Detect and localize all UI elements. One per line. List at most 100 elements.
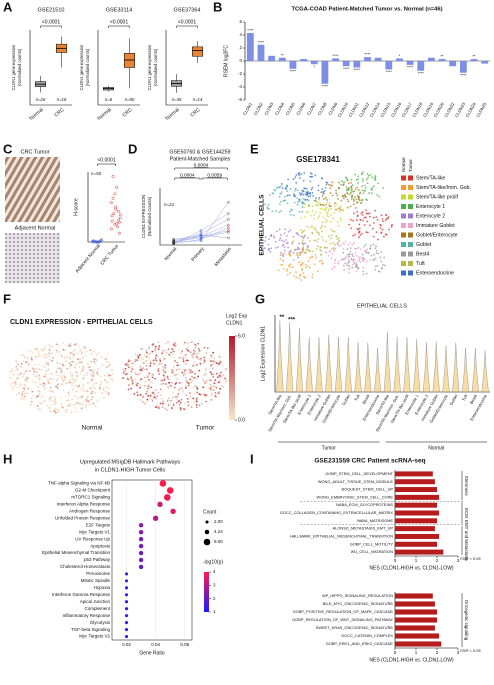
umap-point — [347, 256, 350, 258]
umap-point — [123, 370, 125, 372]
umap-point — [49, 378, 52, 380]
umap-point — [190, 369, 193, 372]
umap-point — [216, 392, 219, 395]
umap-point — [67, 399, 70, 402]
y-tick-label: Myc Targets V2 — [79, 634, 110, 639]
umap-point — [93, 387, 96, 389]
violin — [442, 345, 450, 393]
umap-point — [65, 409, 68, 412]
umap-point — [337, 198, 339, 200]
umap-point — [206, 347, 209, 350]
umap-point — [14, 381, 17, 384]
umap-point — [318, 231, 320, 234]
umap-point — [12, 382, 15, 385]
umap-point — [19, 382, 22, 384]
umap-point — [205, 380, 208, 382]
dot — [124, 579, 129, 583]
umap-point — [335, 208, 337, 211]
umap-point — [111, 380, 114, 383]
bar — [395, 479, 435, 485]
umap-point — [127, 366, 130, 369]
umap-point — [89, 369, 91, 371]
umap-point — [82, 383, 85, 386]
umap-point — [154, 377, 156, 380]
y-tick-label: Peroxisome — [86, 571, 110, 576]
umap-point — [352, 258, 355, 261]
umap-point — [153, 392, 156, 395]
umap-point — [68, 362, 71, 365]
umap-point — [347, 193, 349, 196]
umap-point — [327, 210, 330, 212]
umap-point — [361, 256, 364, 259]
umap-point — [317, 189, 320, 192]
umap-point — [34, 381, 37, 384]
patient-line — [173, 231, 229, 242]
umap-point — [220, 371, 223, 374]
point — [117, 231, 121, 235]
point — [226, 223, 230, 227]
umap-point — [368, 192, 370, 194]
y-tick-label: Epithelial Mesenchymal Transition — [42, 550, 111, 555]
tumor-image — [5, 157, 60, 222]
umap-point — [361, 219, 364, 222]
umap-point — [71, 398, 74, 401]
umap-point — [71, 384, 74, 387]
umap-point — [182, 372, 185, 375]
umap-point — [353, 242, 356, 245]
violin — [422, 342, 431, 393]
umap-point — [107, 374, 110, 376]
umap-point — [372, 235, 375, 238]
umap-point — [185, 394, 187, 397]
umap-point — [301, 241, 304, 244]
umap-point — [361, 171, 364, 174]
umap-point — [286, 235, 288, 237]
umap-point — [178, 382, 181, 385]
umap-point — [295, 181, 298, 184]
bar — [438, 59, 446, 61]
violin — [413, 339, 421, 393]
umap-point — [219, 387, 221, 390]
umap-point — [73, 378, 76, 381]
umap-point — [367, 174, 370, 177]
umap-point — [198, 349, 201, 352]
umap-point — [58, 409, 61, 411]
umap-point — [185, 380, 188, 383]
umap-point — [82, 386, 85, 388]
umap-point — [302, 272, 305, 275]
umap-point — [364, 216, 367, 219]
umap-point — [293, 201, 296, 204]
umap-point — [315, 210, 317, 213]
umap-point — [167, 378, 170, 381]
umap-point — [24, 395, 26, 398]
umap-point — [152, 359, 155, 362]
umap-point — [127, 358, 130, 361]
umap-point — [63, 357, 66, 360]
umap-point — [77, 401, 80, 404]
umap-point — [361, 211, 364, 214]
umap-point — [202, 380, 205, 383]
umap-point — [155, 355, 157, 358]
umap-point — [182, 390, 184, 393]
umap-point — [342, 247, 345, 250]
point — [95, 240, 99, 244]
bracket — [174, 167, 228, 170]
umap-point — [92, 402, 95, 405]
dot — [166, 487, 174, 494]
umap-point — [349, 250, 352, 253]
umap-point — [294, 187, 297, 190]
umap-point — [194, 353, 197, 356]
umap-point — [134, 381, 137, 384]
umap-point — [308, 240, 311, 242]
bar — [395, 601, 435, 607]
umap-point — [298, 274, 301, 277]
umap-point — [19, 398, 22, 400]
umap-point — [180, 409, 182, 412]
violin — [383, 331, 392, 393]
umap-point — [167, 397, 170, 400]
umap-point — [62, 389, 65, 392]
significance: ** — [280, 315, 285, 321]
legend-label: Goblet — [416, 242, 432, 248]
umap-point — [322, 216, 325, 219]
umap-point — [302, 243, 305, 246]
umap-point — [349, 247, 352, 250]
